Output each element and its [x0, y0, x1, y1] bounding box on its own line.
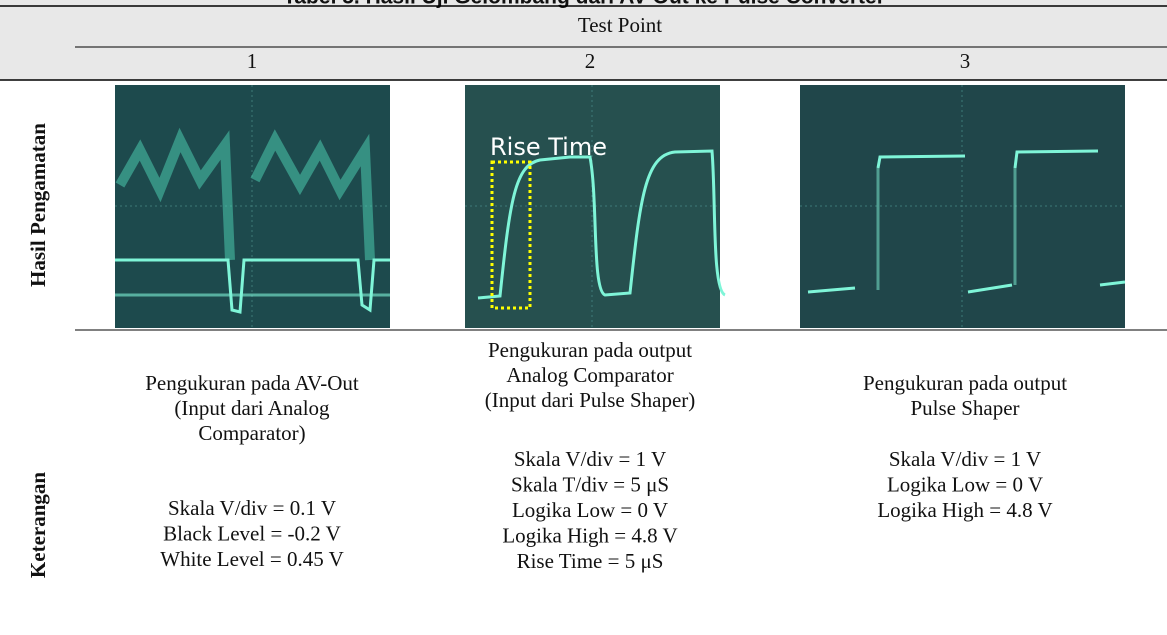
note-description: (Input dari Pulse Shaper) — [485, 388, 696, 412]
dynamic-text: 1 2 3 Pengukuran pada AV-Out(Input dari Ana… — [145, 49, 1067, 573]
table-title: Tabel 5. Hasil Uji Gelombang dari AV-Out… — [283, 0, 885, 9]
note-setting: Logika Low = 0 V — [887, 472, 1043, 496]
note-setting: Skala T/div = 5 μS — [511, 472, 669, 496]
column-header: 3 — [960, 49, 971, 73]
scope-image — [465, 85, 727, 328]
note-setting: Skala V/div = 0.1 V — [168, 496, 336, 520]
note-description: Pengukuran pada AV-Out — [145, 371, 359, 395]
column-header: 1 — [247, 49, 258, 73]
note-setting: Logika High = 4.8 V — [502, 523, 677, 547]
note-description: Analog Comparator — [506, 363, 673, 387]
note-description: Pengukuran pada output — [863, 371, 1067, 395]
note-setting: White Level = 0.45 V — [160, 547, 344, 571]
note-setting: Logika High = 4.8 V — [877, 498, 1052, 522]
note-description: (Input dari Analog — [174, 396, 330, 420]
row-label: Keterangan — [26, 472, 50, 578]
scope-image — [115, 85, 390, 328]
image-annotation: Rise Time — [490, 133, 607, 161]
header-band — [0, 0, 1167, 80]
header-group: Test Point — [578, 13, 662, 37]
note-description: Comparator) — [198, 421, 305, 445]
row-label: Hasil Pengamatan — [26, 123, 50, 287]
column-header: 2 — [585, 49, 596, 73]
note-description: Pulse Shaper — [910, 396, 1019, 420]
note-setting: Rise Time = 5 μS — [517, 549, 664, 573]
note-setting: Black Level = -0.2 V — [163, 521, 341, 545]
scope-image — [800, 85, 1126, 328]
note-setting: Skala V/div = 1 V — [514, 447, 666, 471]
note-description: Pengukuran pada output — [488, 338, 692, 362]
note-setting: Skala V/div = 1 V — [889, 447, 1041, 471]
note-setting: Logika Low = 0 V — [512, 498, 668, 522]
